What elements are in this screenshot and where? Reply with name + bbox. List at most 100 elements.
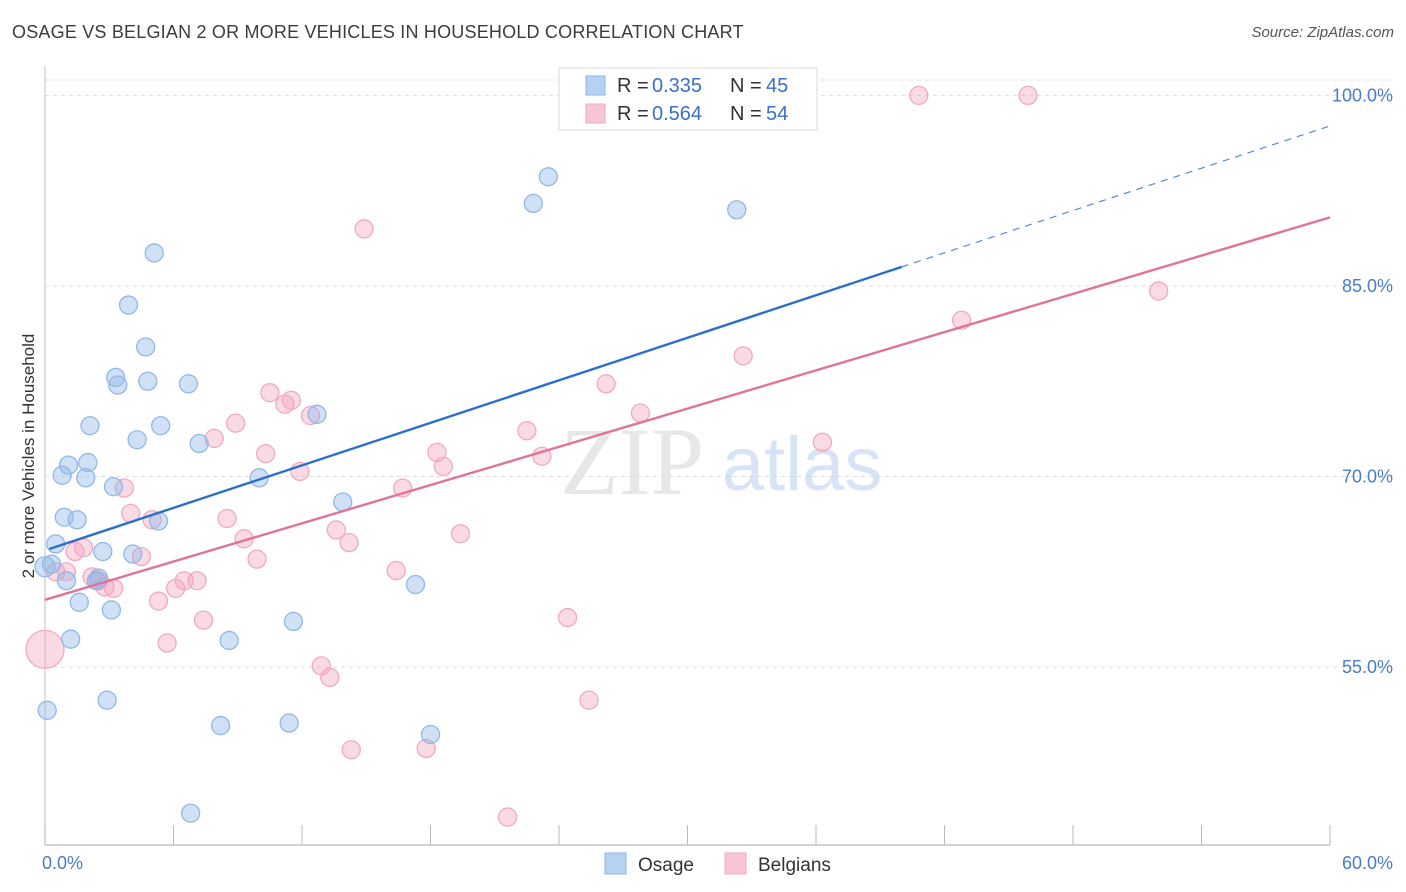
top-legend: R = 0.335 N = 45 R = 0.564 N = 54	[558, 67, 818, 131]
osage-point	[80, 416, 100, 436]
osage-point	[69, 592, 89, 612]
osage-point	[219, 630, 239, 651]
bottom-legend-label-belgians: Belgians	[758, 855, 831, 876]
osage-trend-line	[48, 265, 903, 551]
osage-point	[61, 629, 81, 649]
y-tick-label: 85.0%	[1342, 276, 1393, 296]
axes	[44, 66, 1331, 846]
chart-title: OSAGE VS BELGIAN 2 OR MORE VEHICLES IN H…	[12, 22, 744, 42]
belgians-point	[148, 591, 169, 611]
osage-point	[76, 468, 96, 488]
osage-point	[405, 574, 426, 595]
osage-point	[106, 367, 126, 388]
x-tick-labels: 0.0% 60.0%	[42, 853, 1393, 873]
watermark-atlas: atlas	[722, 422, 883, 507]
belgians-point	[1018, 85, 1038, 106]
legend-n-label: N =	[730, 75, 762, 97]
x-tick-label: 60.0%	[1342, 853, 1393, 873]
belgians-point	[497, 807, 518, 827]
belgians-point	[25, 629, 65, 669]
belgians-point	[579, 690, 599, 710]
y-tick-label: 55.0%	[1342, 657, 1393, 677]
osage-point	[37, 700, 57, 720]
y-tick-label: 100.0%	[1332, 85, 1393, 105]
osage-point	[52, 465, 72, 485]
osage-point	[144, 243, 164, 263]
osage-point	[123, 544, 143, 564]
belgians-point	[73, 538, 94, 558]
osage-point	[150, 416, 171, 436]
y-axis-title: 2 or more Vehicles in Household	[19, 334, 38, 579]
belgians-point	[193, 610, 214, 630]
legend-n-value-belgians: 54	[766, 103, 788, 125]
belgians-point	[281, 390, 301, 410]
bottom-legend: Osage Belgians	[604, 852, 831, 876]
belgians-point	[339, 532, 359, 553]
y-tick-label: 70.0%	[1342, 467, 1393, 487]
osage-point	[189, 433, 209, 454]
legend-r-label: R =	[617, 75, 649, 97]
legend-r-value-belgians: 0.564	[652, 103, 702, 125]
osage-point	[56, 571, 77, 591]
belgians-point	[596, 374, 616, 394]
belgians-point	[157, 633, 177, 653]
osage-point	[136, 337, 156, 357]
grid-lines	[45, 79, 1392, 668]
belgians-point	[187, 571, 207, 591]
belgians-point	[450, 524, 471, 544]
data-points	[25, 85, 1169, 827]
osage-trend-extension	[901, 125, 1331, 268]
legend-n-label: N =	[730, 103, 762, 125]
osage-point	[178, 374, 199, 394]
osage-point	[118, 295, 139, 315]
belgians-point	[557, 607, 578, 628]
osage-point	[249, 468, 269, 488]
bottom-legend-label-osage: Osage	[638, 855, 694, 876]
osage-point	[279, 713, 299, 733]
watermark: ZIP atlas	[560, 408, 882, 515]
osage-point	[78, 452, 98, 473]
osage-point	[307, 404, 327, 424]
belgians-point	[517, 421, 537, 441]
belgians-point	[733, 346, 753, 366]
osage-point	[41, 554, 62, 574]
belgians-point	[1149, 281, 1169, 301]
osage-point	[101, 600, 122, 620]
belgians-point	[204, 428, 224, 449]
legend-swatch-osage	[585, 75, 606, 96]
belgians-point	[909, 85, 929, 106]
osage-point	[58, 455, 79, 475]
osage-point	[93, 541, 113, 562]
belgians-point	[341, 740, 361, 760]
belgians-point	[300, 405, 321, 426]
legend-swatch-belgians	[585, 103, 606, 124]
osage-point	[523, 193, 543, 214]
osage-point	[97, 690, 117, 710]
belgians-point	[217, 508, 237, 529]
belgians-point	[260, 383, 280, 403]
legend-r-value-osage: 0.335	[652, 75, 702, 97]
osage-point	[210, 715, 231, 736]
belgians-point	[354, 219, 374, 239]
belgians-trend-line	[44, 216, 1331, 601]
legend-r-label: R =	[617, 103, 649, 125]
osage-point	[420, 724, 441, 745]
belgians-point	[326, 520, 346, 540]
belgians-point	[255, 444, 276, 464]
belgians-point	[427, 442, 447, 463]
osage-point	[138, 371, 158, 391]
osage-point	[34, 556, 56, 578]
osage-point	[108, 375, 128, 395]
osage-point	[103, 477, 124, 497]
source-label: Source: ZipAtlas.com	[1251, 24, 1394, 41]
belgians-point	[225, 413, 246, 433]
bottom-legend-swatch-belgians	[724, 852, 747, 875]
y-tick-labels: 55.0% 70.0% 85.0% 100.0%	[1332, 85, 1393, 677]
osage-point	[67, 510, 87, 530]
osage-point	[127, 430, 147, 450]
bottom-legend-swatch-osage	[604, 852, 627, 875]
trend-lines	[44, 125, 1331, 601]
belgians-point	[247, 549, 267, 569]
osage-point	[283, 611, 304, 632]
